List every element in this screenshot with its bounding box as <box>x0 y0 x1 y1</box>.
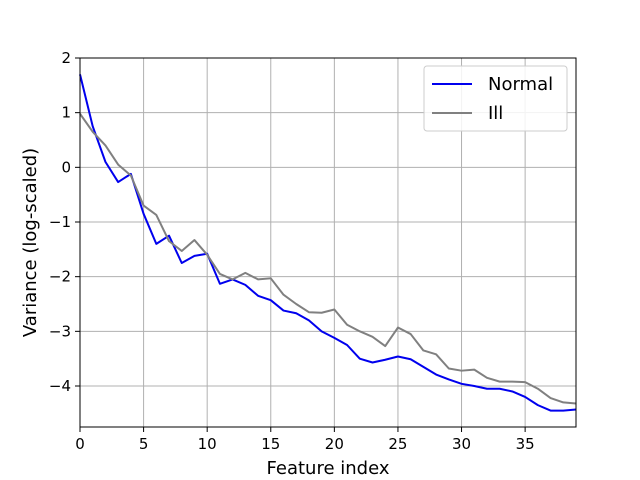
legend-label-normal: Normal <box>488 74 553 95</box>
y-tick-label: −1 <box>49 213 71 231</box>
y-tick-label: 1 <box>61 104 71 122</box>
plot-frame <box>79 57 577 428</box>
x-tick-label: 5 <box>139 435 149 453</box>
x-tick-label: 0 <box>75 435 85 453</box>
legend-box <box>423 65 568 132</box>
series-line-normal <box>79 74 577 412</box>
x-tick-label: 35 <box>516 435 535 453</box>
y-axis-title: Variance (log-scaled) <box>20 148 41 337</box>
series-lines <box>79 74 577 412</box>
x-axis-title: Feature index <box>267 458 390 479</box>
x-tick-label: 20 <box>325 435 344 453</box>
series-line-ill <box>79 113 577 405</box>
x-tick-label: 30 <box>452 435 471 453</box>
x-tick-label: 25 <box>388 435 407 453</box>
legend: Normal Ill <box>423 65 568 132</box>
y-tick-label: −2 <box>49 268 71 286</box>
legend-label-ill: Ill <box>488 103 503 124</box>
y-tick-label: 2 <box>61 49 71 67</box>
x-tick-label: 15 <box>261 435 280 453</box>
grid-lines <box>79 57 576 427</box>
y-tick-label: −4 <box>49 377 71 395</box>
x-tick-label: 10 <box>198 435 217 453</box>
y-tick-label: −3 <box>49 322 71 340</box>
y-tick-label: 0 <box>61 158 71 176</box>
